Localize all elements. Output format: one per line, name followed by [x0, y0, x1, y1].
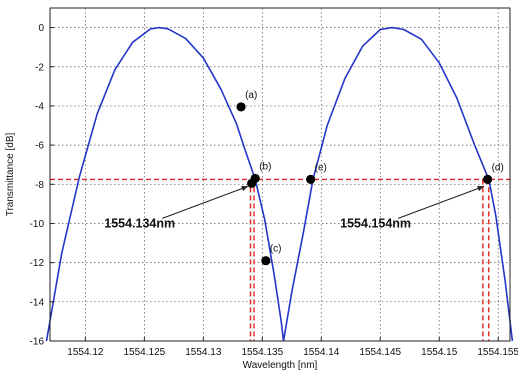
axis-ticks: 1554.12 1554.125 1554.13 1554.135 1554.14 155… — [30, 23, 518, 358]
point-label: (c) — [270, 244, 282, 255]
transmittance-curve — [282, 26, 514, 342]
y-tick-label: 0 — [38, 23, 44, 34]
annotation-arrow — [397, 185, 485, 219]
highlight-points: (a) (b) (c) (e) (d) — [236, 90, 504, 266]
annotation-arrowhead — [477, 185, 485, 192]
y-tick-label: -10 — [30, 219, 45, 230]
annotation-label: 1554.154nm — [340, 216, 411, 230]
point-label: (b) — [259, 161, 271, 172]
reference-lines — [50, 178, 510, 341]
plot-frame — [49, 7, 511, 342]
point-label: (d) — [492, 162, 504, 173]
y-tick-label: -14 — [30, 297, 45, 308]
x-tick-label: 1554.14 — [303, 347, 340, 358]
point-label: (e) — [315, 162, 327, 173]
y-tick-label: -6 — [35, 141, 44, 152]
point-label: (a) — [245, 90, 257, 101]
highlight-point — [482, 174, 493, 184]
x-tick-label: 1554.135 — [241, 347, 283, 358]
highlight-point — [261, 256, 271, 266]
annotation-label: 1554.134nm — [104, 216, 175, 230]
y-tick-label: -16 — [30, 337, 45, 348]
x-tick-label: 1554.145 — [359, 347, 401, 358]
annotation-arrowhead — [241, 185, 249, 192]
x-tick-label: 1554.12 — [67, 347, 104, 358]
y-tick-label: -2 — [35, 62, 44, 73]
y-axis-label: Transmittance [dB] — [5, 133, 16, 217]
highlight-point — [236, 102, 246, 112]
y-tick-label: -12 — [30, 258, 45, 269]
x-tick-label: 1554.155 — [477, 347, 518, 358]
highlight-point — [306, 174, 316, 184]
highlight-point — [247, 178, 257, 188]
x-tick-label: 1554.125 — [123, 347, 165, 358]
x-axis-label: Wavelength [nm] — [243, 360, 318, 371]
annotations: 1554.134nm 1554.154nm — [104, 185, 485, 230]
transmittance-curve — [45, 26, 285, 342]
y-tick-label: -8 — [35, 180, 44, 191]
series-lines — [45, 26, 514, 342]
y-tick-label: -4 — [35, 101, 44, 112]
annotation-arrow — [162, 185, 249, 219]
x-tick-label: 1554.15 — [421, 347, 458, 358]
x-tick-label: 1554.13 — [185, 347, 222, 358]
